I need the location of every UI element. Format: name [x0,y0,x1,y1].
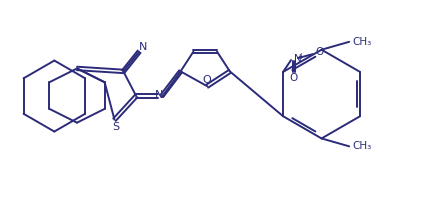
Text: O: O [315,47,324,57]
Text: CH₃: CH₃ [352,141,371,151]
Text: O: O [290,73,298,83]
Text: S: S [112,122,119,132]
Text: –: – [323,43,328,53]
Text: CH₃: CH₃ [352,37,371,47]
Text: N: N [294,54,302,64]
Text: N: N [155,90,163,100]
Text: N: N [139,42,147,52]
Text: O: O [203,75,212,85]
Text: +: + [297,52,304,61]
